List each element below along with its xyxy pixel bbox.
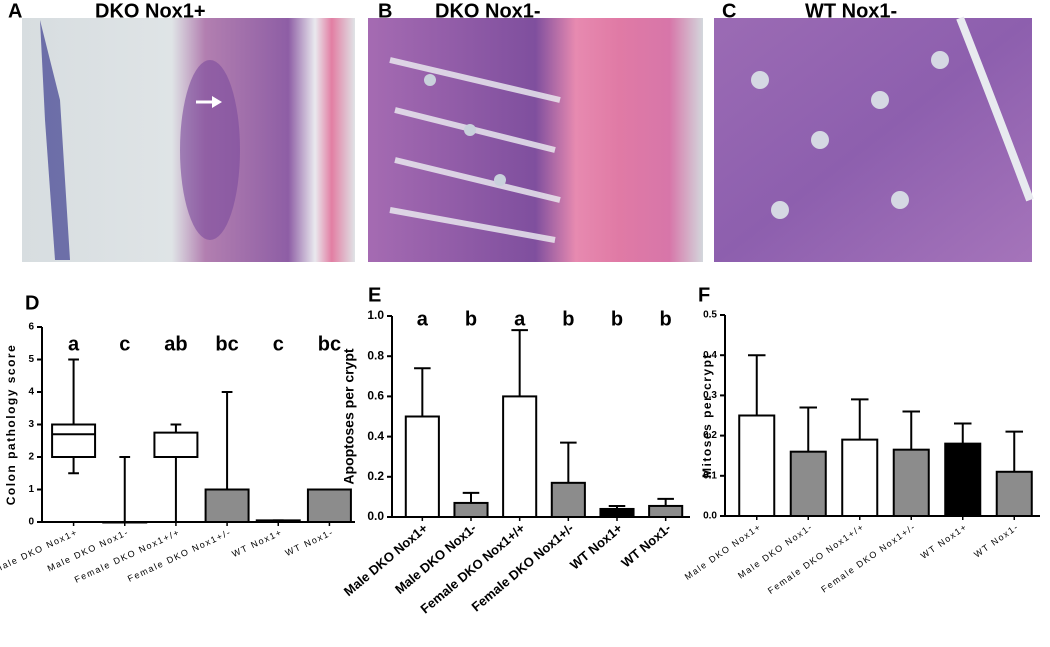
x-tick-label: Male DKO Nox1+ [341,520,431,599]
bar [550,481,586,518]
x-tick-label: Female DKO Nox1+/+ [766,521,866,595]
significance-letter: c [119,333,130,355]
x-tick-label: Male DKO Nox1+ [0,527,79,575]
y-tick-label: 1.0 [367,308,384,322]
y-tick-label: 0.1 [703,470,717,481]
y-tick-label: 3 [28,419,34,430]
x-tick-label: WT Nox1+ [567,520,625,572]
y-tick-label: 2 [28,452,34,463]
significance-letter: ab [164,333,187,355]
histology-image [368,18,703,262]
box [306,488,352,523]
y-tick-label: 0 [28,517,34,528]
y-tick-label: 0.8 [367,348,384,362]
panel-letter: D [25,292,39,314]
x-tick-label: Female DKO Nox1+/- [819,521,918,594]
y-axis-label: Mitoses per crypt [700,353,714,478]
y-tick-label: 4 [28,387,34,398]
x-tick-label: WT Nox1- [284,527,336,558]
panel-title: WT Nox1- [805,0,897,22]
x-tick-label: Male DKO Nox1- [392,520,479,597]
bar [453,501,489,518]
box [153,431,199,458]
y-tick-label: 0.2 [367,469,384,483]
bar [789,450,827,517]
significance-letter: c [273,333,284,355]
significance-letter: a [68,333,80,355]
bar [944,442,982,518]
bar [648,504,684,519]
significance-letter: b [611,308,623,330]
y-tick-label: 0.4 [703,350,717,361]
panel-letter: E [368,284,381,306]
bar [841,438,879,517]
y-tick-label: 0.0 [703,511,717,522]
histology-image [22,18,355,262]
x-tick-label: WT Nox1+ [230,527,284,559]
panel-title: DKO Nox1+ [95,0,206,22]
box [51,423,97,458]
y-tick-label: 0.3 [703,390,717,401]
x-tick-label: WT Nox1- [972,521,1021,559]
significance-letter: b [562,308,574,330]
panel-letter: B [378,0,392,22]
significance-letter: a [417,308,429,330]
y-axis-label: Colon pathology score [4,344,18,506]
panel-title: DKO Nox1- [435,0,541,22]
x-tick-label: WT Nox1- [618,520,674,570]
panel-letter: C [722,0,736,22]
y-tick-label: 0.4 [367,429,384,443]
significance-letter: bc [318,333,341,355]
x-tick-label: WT Nox1+ [919,521,969,561]
y-tick-label: 0.6 [367,389,384,403]
y-tick-label: 0.2 [703,430,717,441]
bar [404,415,440,518]
bar [892,448,930,518]
box [204,488,250,523]
significance-letter: bc [215,333,238,355]
panel-letter: F [698,284,710,306]
bar [738,414,776,517]
y-tick-label: 1 [28,484,34,495]
significance-letter: b [660,308,672,330]
y-tick-label: 6 [28,322,34,333]
bar [502,395,538,518]
bar [995,470,1033,517]
significance-letter: b [465,308,477,330]
y-tick-label: 0.0 [367,509,384,523]
significance-letter: a [514,308,526,330]
y-tick-label: 5 [28,354,34,365]
bar [599,507,635,518]
histology-image [714,16,1034,262]
panel-letter: A [8,0,22,22]
y-axis-label: Apoptoses per crypt [341,348,357,484]
y-tick-label: 0.5 [703,310,717,321]
